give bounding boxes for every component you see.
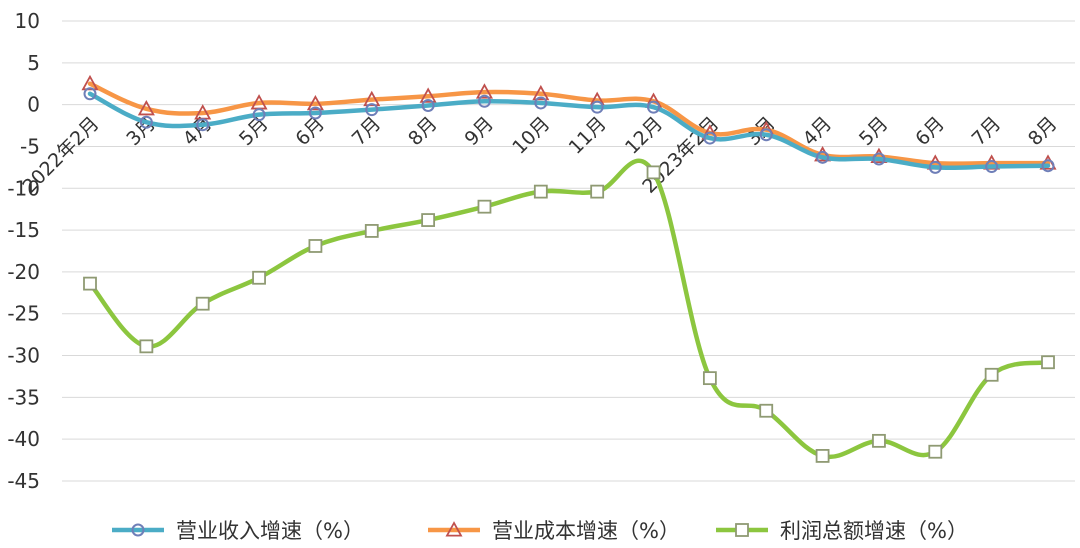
data-point [590,100,604,114]
legend-item: 利润总额增速（%） [716,519,968,543]
data-point [534,96,548,110]
data-point [365,103,379,117]
legend: 营业收入增速（%） 营业成本增速（%） 利润总额增速（%） [112,519,968,543]
series-line [87,158,1051,460]
data-point [816,150,830,164]
y-tick-label: -5 [20,134,40,158]
data-point [702,371,717,386]
data-point [590,184,605,199]
data-point [1041,355,1055,370]
data-point [928,160,942,174]
data-point [139,339,154,354]
y-tick-label: -25 [7,302,40,326]
series-line [87,81,1051,166]
data-point [872,152,886,166]
x-tick-label: 6月 [911,113,949,151]
series-1 [81,74,1057,170]
y-tick-label: 10 [15,9,40,33]
series-2 [83,158,1055,463]
data-point [985,160,999,174]
data-point [421,213,436,227]
y-tick-label: -30 [7,344,40,368]
x-tick-label: 5月 [855,113,893,151]
x-tick-label: 7月 [348,113,386,151]
data-point [137,99,155,116]
data-point [252,108,266,122]
legend-label: 营业收入增速（%） [176,519,364,543]
data-point [363,90,381,107]
y-tick-label: -20 [7,260,40,284]
y-tick-label: -45 [7,469,40,493]
data-point [928,444,943,459]
legend-item: 营业成本增速（%） [428,519,680,543]
data-point [83,87,97,101]
data-point [477,94,491,108]
y-axis: 10 5 0 -5 -10 -15 -20 -25 -30 -35 -40 -45 [7,9,40,493]
data-point [759,403,774,418]
data-point [421,98,435,112]
data-point [308,106,322,120]
data-point [308,239,323,253]
data-point [364,224,379,238]
x-tick-label: 4月 [799,113,837,151]
legend-marker [735,523,749,537]
data-point [252,270,266,285]
data-point [815,449,830,463]
series-0 [83,87,1055,174]
data-point [81,74,99,91]
data-point [475,83,494,99]
y-tick-label: 0 [27,93,40,117]
legend-marker [131,523,145,537]
y-tick-label: 5 [27,51,40,75]
data-point [306,94,324,111]
data-point [477,199,492,214]
y-tick-label: -10 [7,176,40,200]
x-tick-label: 6月 [291,113,329,151]
x-tick-label: 11月 [565,113,611,159]
legend-label: 利润总额增速（%） [780,519,968,543]
data-point [703,131,717,145]
data-point [647,100,661,114]
gridlines [62,20,1075,482]
data-point [984,367,999,382]
y-tick-label: -40 [7,427,40,451]
legend-marker [445,521,463,537]
x-tick-label: 7月 [968,113,1006,151]
data-point [646,165,661,180]
data-point [872,433,886,448]
x-tick-label: 10月 [508,113,554,159]
x-tick-label: 8月 [404,113,442,151]
data-point [419,87,437,103]
y-tick-label: -35 [7,385,40,409]
data-point [196,118,210,132]
legend-item: 营业收入增速（%） [112,519,364,543]
y-tick-label: -15 [7,218,40,242]
x-tick-label: 9月 [460,113,498,151]
data-point [139,115,153,129]
x-tick-label: 12月 [621,113,667,159]
data-point [532,84,550,101]
legend-label: 营业成本增速（%） [492,519,680,543]
series-line [87,91,1051,171]
data-point [759,128,773,142]
data-point [195,296,210,311]
data-point [1041,159,1055,173]
data-point [533,184,548,199]
x-tick-label: 8月 [1024,113,1062,151]
data-point [83,276,97,291]
series-layer [81,74,1057,463]
